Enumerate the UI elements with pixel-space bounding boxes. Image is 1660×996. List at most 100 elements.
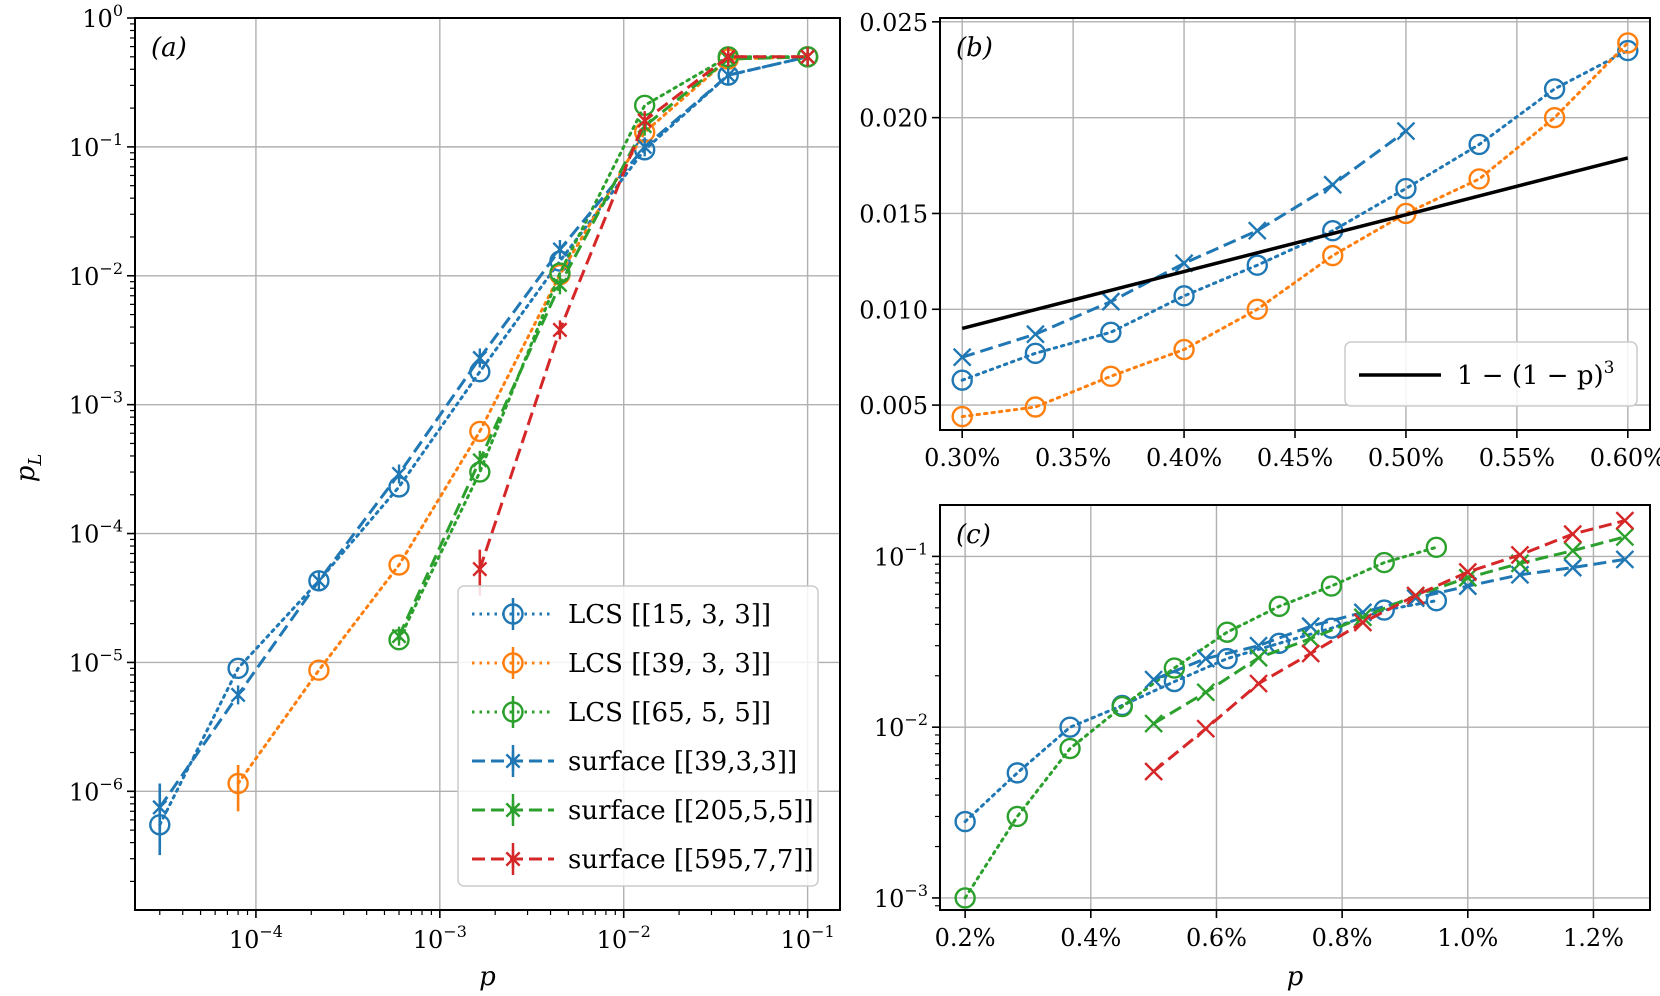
data-point <box>1006 805 1028 828</box>
series-2 <box>952 121 1416 367</box>
x-tick-label: 0.50% <box>1368 444 1444 472</box>
x-tick-label: 10−3 <box>413 922 467 954</box>
data-point <box>1100 321 1122 343</box>
data-point <box>954 887 976 909</box>
legend-label: LCS [[15, 3, 3]] <box>568 600 771 630</box>
x-tick-label: 0.30% <box>924 444 1000 472</box>
data-point <box>720 47 736 67</box>
series-line <box>1152 535 1626 725</box>
data-point <box>1059 737 1081 760</box>
data-point <box>308 659 330 681</box>
data-point <box>1373 551 1395 574</box>
data-point <box>1144 714 1163 733</box>
data-point <box>1024 342 1047 365</box>
data-point <box>1006 762 1028 784</box>
data-point <box>1196 649 1216 668</box>
legend-label: 1 − (1 − p)3 <box>1457 358 1614 391</box>
data-point <box>391 626 407 646</box>
legend-marker <box>505 800 521 820</box>
data-point <box>1216 647 1238 670</box>
data-point <box>1100 365 1122 388</box>
data-point <box>1301 644 1321 663</box>
grid <box>940 505 1650 910</box>
data-point <box>1425 536 1448 559</box>
series-0 <box>951 39 1639 391</box>
data-point <box>1615 550 1635 569</box>
legend-marker <box>505 751 521 771</box>
data-point <box>1196 682 1216 702</box>
x-tick-label: 1.2% <box>1563 924 1624 952</box>
legend-label: surface [[205,5,5]] <box>568 796 814 826</box>
data-point <box>1458 568 1478 588</box>
data-point <box>1353 607 1373 627</box>
y-tick-label: 10−3 <box>69 388 123 420</box>
series-0 <box>954 590 1448 833</box>
data-point <box>1301 629 1321 648</box>
series-line <box>1152 519 1626 773</box>
series-line <box>397 55 810 642</box>
data-point <box>1026 324 1045 344</box>
data-point <box>311 571 327 591</box>
x-tick-label: 0.60% <box>1590 444 1660 472</box>
data-point <box>1458 562 1478 582</box>
series-line <box>960 49 1630 382</box>
data-point <box>1468 133 1490 156</box>
x-tick-label: 10−1 <box>781 922 835 954</box>
series-5 <box>472 47 816 596</box>
data-point <box>1617 32 1639 54</box>
data-point <box>1144 670 1163 689</box>
data-point <box>951 369 973 391</box>
data-point <box>1406 586 1425 605</box>
data-point <box>472 450 488 470</box>
legend-label: surface [[39,3,3]] <box>568 747 797 777</box>
x-axis-label: p <box>1287 962 1304 992</box>
plot-frame <box>134 17 841 911</box>
data-point <box>1144 762 1163 781</box>
data-point <box>637 111 653 131</box>
data-point <box>472 348 488 368</box>
x-tick-label: 0.40% <box>1146 444 1222 472</box>
data-point <box>1615 527 1635 547</box>
data-point <box>227 772 249 795</box>
x-tick-label: 0.6% <box>1186 924 1247 952</box>
data-point <box>800 47 816 67</box>
x-tick-label: 10−2 <box>597 922 651 954</box>
legend-marker <box>502 603 524 625</box>
data-point <box>552 275 568 295</box>
data-point <box>1246 298 1268 320</box>
y-tick-label: 10−1 <box>874 539 928 571</box>
y-tick-label: 10−6 <box>69 774 123 806</box>
data-point <box>1458 576 1478 596</box>
series-1 <box>951 32 1639 428</box>
series-line <box>397 55 808 637</box>
panel-a: 10−4 10−3 10−2 10−1 10−6 10−5 10−4 10−3 10−2 10−1… <box>11 1 841 992</box>
series-line <box>158 55 810 827</box>
panel-label: (a) <box>151 33 187 63</box>
x-tick-label: 0.4% <box>1060 924 1121 952</box>
data-point <box>1268 632 1290 654</box>
y-tick-label: 10−5 <box>69 645 123 677</box>
data-point <box>954 810 976 833</box>
data-point <box>1059 716 1081 738</box>
x-tick-label: 0.2% <box>935 924 996 952</box>
x-tick-label: 0.45% <box>1257 444 1333 472</box>
y-axis-label: pL <box>11 454 46 483</box>
series-group <box>149 46 819 856</box>
data-point <box>1322 244 1344 267</box>
series-group <box>954 511 1635 909</box>
legend-marker <box>502 701 524 723</box>
series-line <box>960 41 1630 419</box>
data-point <box>1249 674 1268 693</box>
data-point <box>1510 545 1530 565</box>
legend-item: surface [[39,3,3]] <box>472 745 797 777</box>
data-point <box>1268 595 1290 618</box>
data-point <box>1024 396 1047 418</box>
data-point <box>1563 541 1583 561</box>
data-point <box>1320 617 1343 639</box>
x-tick-label: 1.0% <box>1437 924 1498 952</box>
panel-b: 0.30% 0.35% 0.40% 0.45% 0.50% 0.55% 0.60% 0.005… <box>859 9 1660 472</box>
series-3 <box>152 47 816 831</box>
y-tick-label: 10−1 <box>69 130 123 162</box>
series-1 <box>954 536 1448 909</box>
